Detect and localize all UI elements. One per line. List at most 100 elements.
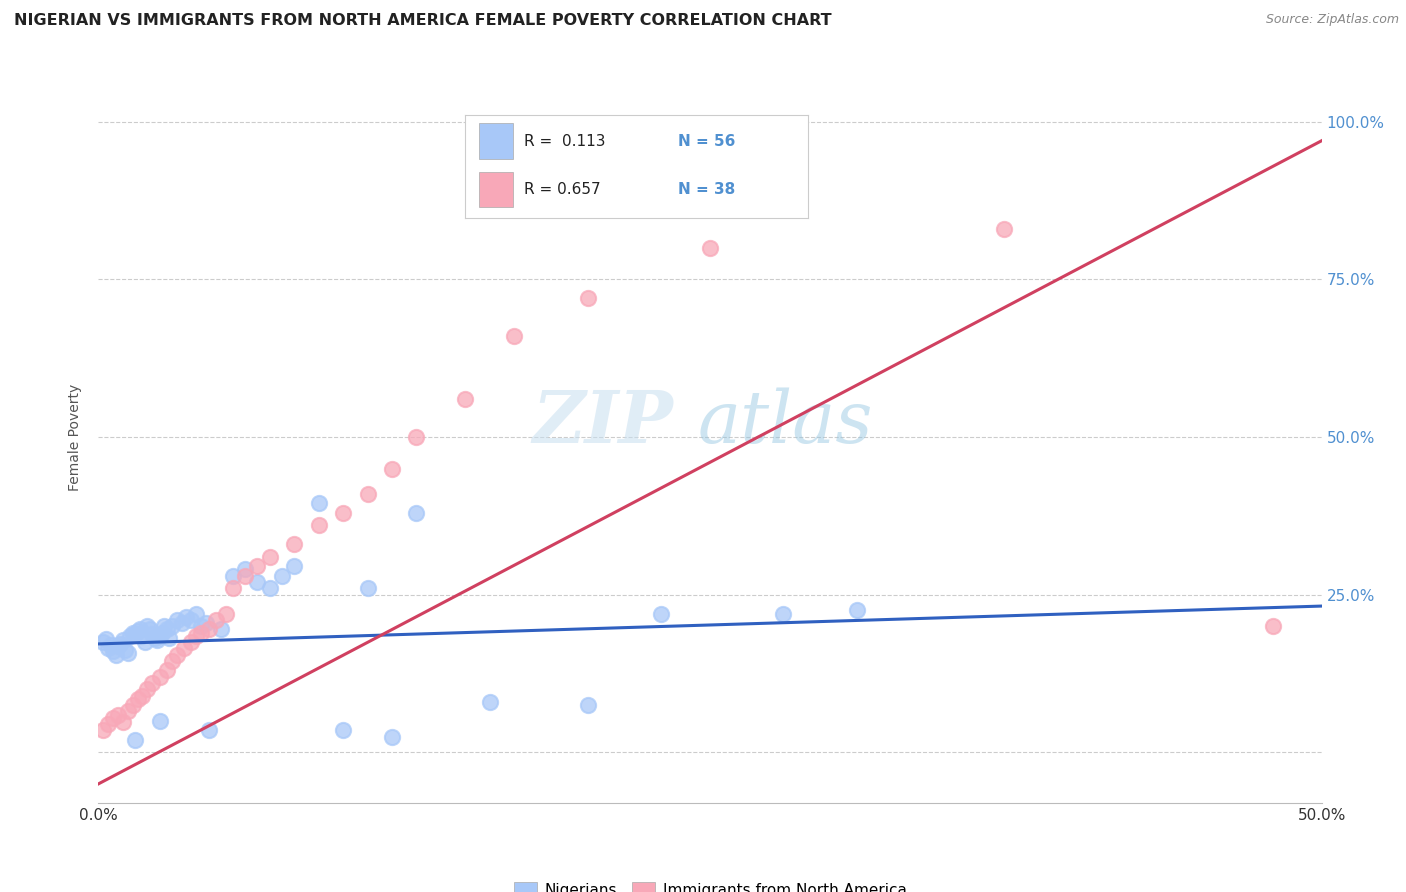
Point: [246, 575, 269, 590]
Y-axis label: Female Poverty: Female Poverty: [69, 384, 83, 491]
Point: [356, 487, 378, 501]
Point: [845, 603, 868, 617]
Point: [233, 562, 256, 576]
Point: [157, 631, 180, 645]
Text: Source: ZipAtlas.com: Source: ZipAtlas.com: [1265, 13, 1399, 27]
Point: [381, 730, 404, 744]
Point: [180, 613, 202, 627]
Point: [772, 607, 794, 621]
Point: [381, 461, 404, 475]
Point: [120, 629, 142, 643]
Point: [190, 619, 212, 633]
Point: [127, 624, 149, 639]
Point: [503, 329, 526, 343]
Point: [699, 241, 721, 255]
Point: [160, 619, 183, 633]
Point: [246, 559, 269, 574]
Point: [233, 569, 256, 583]
Point: [91, 635, 114, 649]
Point: [139, 623, 162, 637]
Point: [186, 629, 208, 643]
Point: [101, 711, 124, 725]
Point: [124, 627, 146, 641]
Point: [214, 607, 236, 621]
Point: [97, 717, 120, 731]
Point: [149, 629, 172, 643]
Point: [170, 616, 193, 631]
Point: [156, 664, 179, 678]
Point: [176, 609, 198, 624]
Point: [117, 646, 139, 660]
Point: [190, 625, 212, 640]
Point: [101, 644, 124, 658]
Point: [405, 430, 427, 444]
Point: [405, 506, 427, 520]
Point: [141, 676, 163, 690]
Point: [270, 569, 294, 583]
Point: [94, 632, 117, 646]
Point: [107, 707, 129, 722]
Point: [308, 496, 330, 510]
Text: NIGERIAN VS IMMIGRANTS FROM NORTH AMERICA FEMALE POVERTY CORRELATION CHART: NIGERIAN VS IMMIGRANTS FROM NORTH AMERIC…: [14, 13, 832, 29]
Point: [205, 613, 228, 627]
Point: [156, 623, 179, 637]
Point: [332, 506, 354, 520]
Point: [186, 607, 208, 621]
Point: [197, 623, 219, 637]
Point: [131, 629, 153, 643]
Text: atlas: atlas: [697, 387, 873, 458]
Point: [107, 640, 129, 654]
Point: [124, 732, 146, 747]
Point: [100, 638, 122, 652]
Point: [104, 648, 127, 662]
Point: [91, 723, 114, 738]
Point: [153, 619, 176, 633]
Point: [173, 641, 195, 656]
Point: [129, 623, 152, 637]
Legend: Nigerians, Immigrants from North America: Nigerians, Immigrants from North America: [508, 876, 912, 892]
Point: [121, 698, 143, 712]
Point: [283, 537, 305, 551]
Point: [121, 625, 143, 640]
Text: ZIP: ZIP: [533, 387, 673, 458]
Point: [332, 723, 354, 738]
Point: [134, 635, 156, 649]
Point: [259, 549, 281, 564]
Point: [131, 689, 153, 703]
Point: [166, 648, 188, 662]
Point: [197, 723, 219, 738]
Point: [146, 633, 169, 648]
Point: [478, 695, 501, 709]
Point: [166, 613, 188, 627]
Point: [209, 623, 232, 637]
Point: [150, 625, 173, 640]
Point: [111, 633, 134, 648]
Point: [576, 698, 599, 712]
Point: [141, 627, 163, 641]
Point: [650, 607, 672, 621]
Point: [222, 569, 245, 583]
Point: [143, 631, 166, 645]
Point: [117, 705, 139, 719]
Point: [308, 518, 330, 533]
Point: [195, 616, 218, 631]
Point: [283, 559, 305, 574]
Point: [97, 641, 120, 656]
Point: [993, 222, 1015, 236]
Point: [1261, 619, 1284, 633]
Point: [136, 682, 159, 697]
Point: [356, 582, 378, 596]
Point: [180, 635, 202, 649]
Point: [576, 291, 599, 305]
Point: [127, 691, 149, 706]
Point: [160, 654, 183, 668]
Point: [136, 619, 159, 633]
Point: [111, 715, 134, 730]
Point: [222, 582, 245, 596]
Point: [149, 714, 172, 728]
Point: [454, 392, 477, 407]
Point: [259, 582, 281, 596]
Point: [149, 670, 172, 684]
Point: [114, 643, 136, 657]
Point: [110, 637, 132, 651]
